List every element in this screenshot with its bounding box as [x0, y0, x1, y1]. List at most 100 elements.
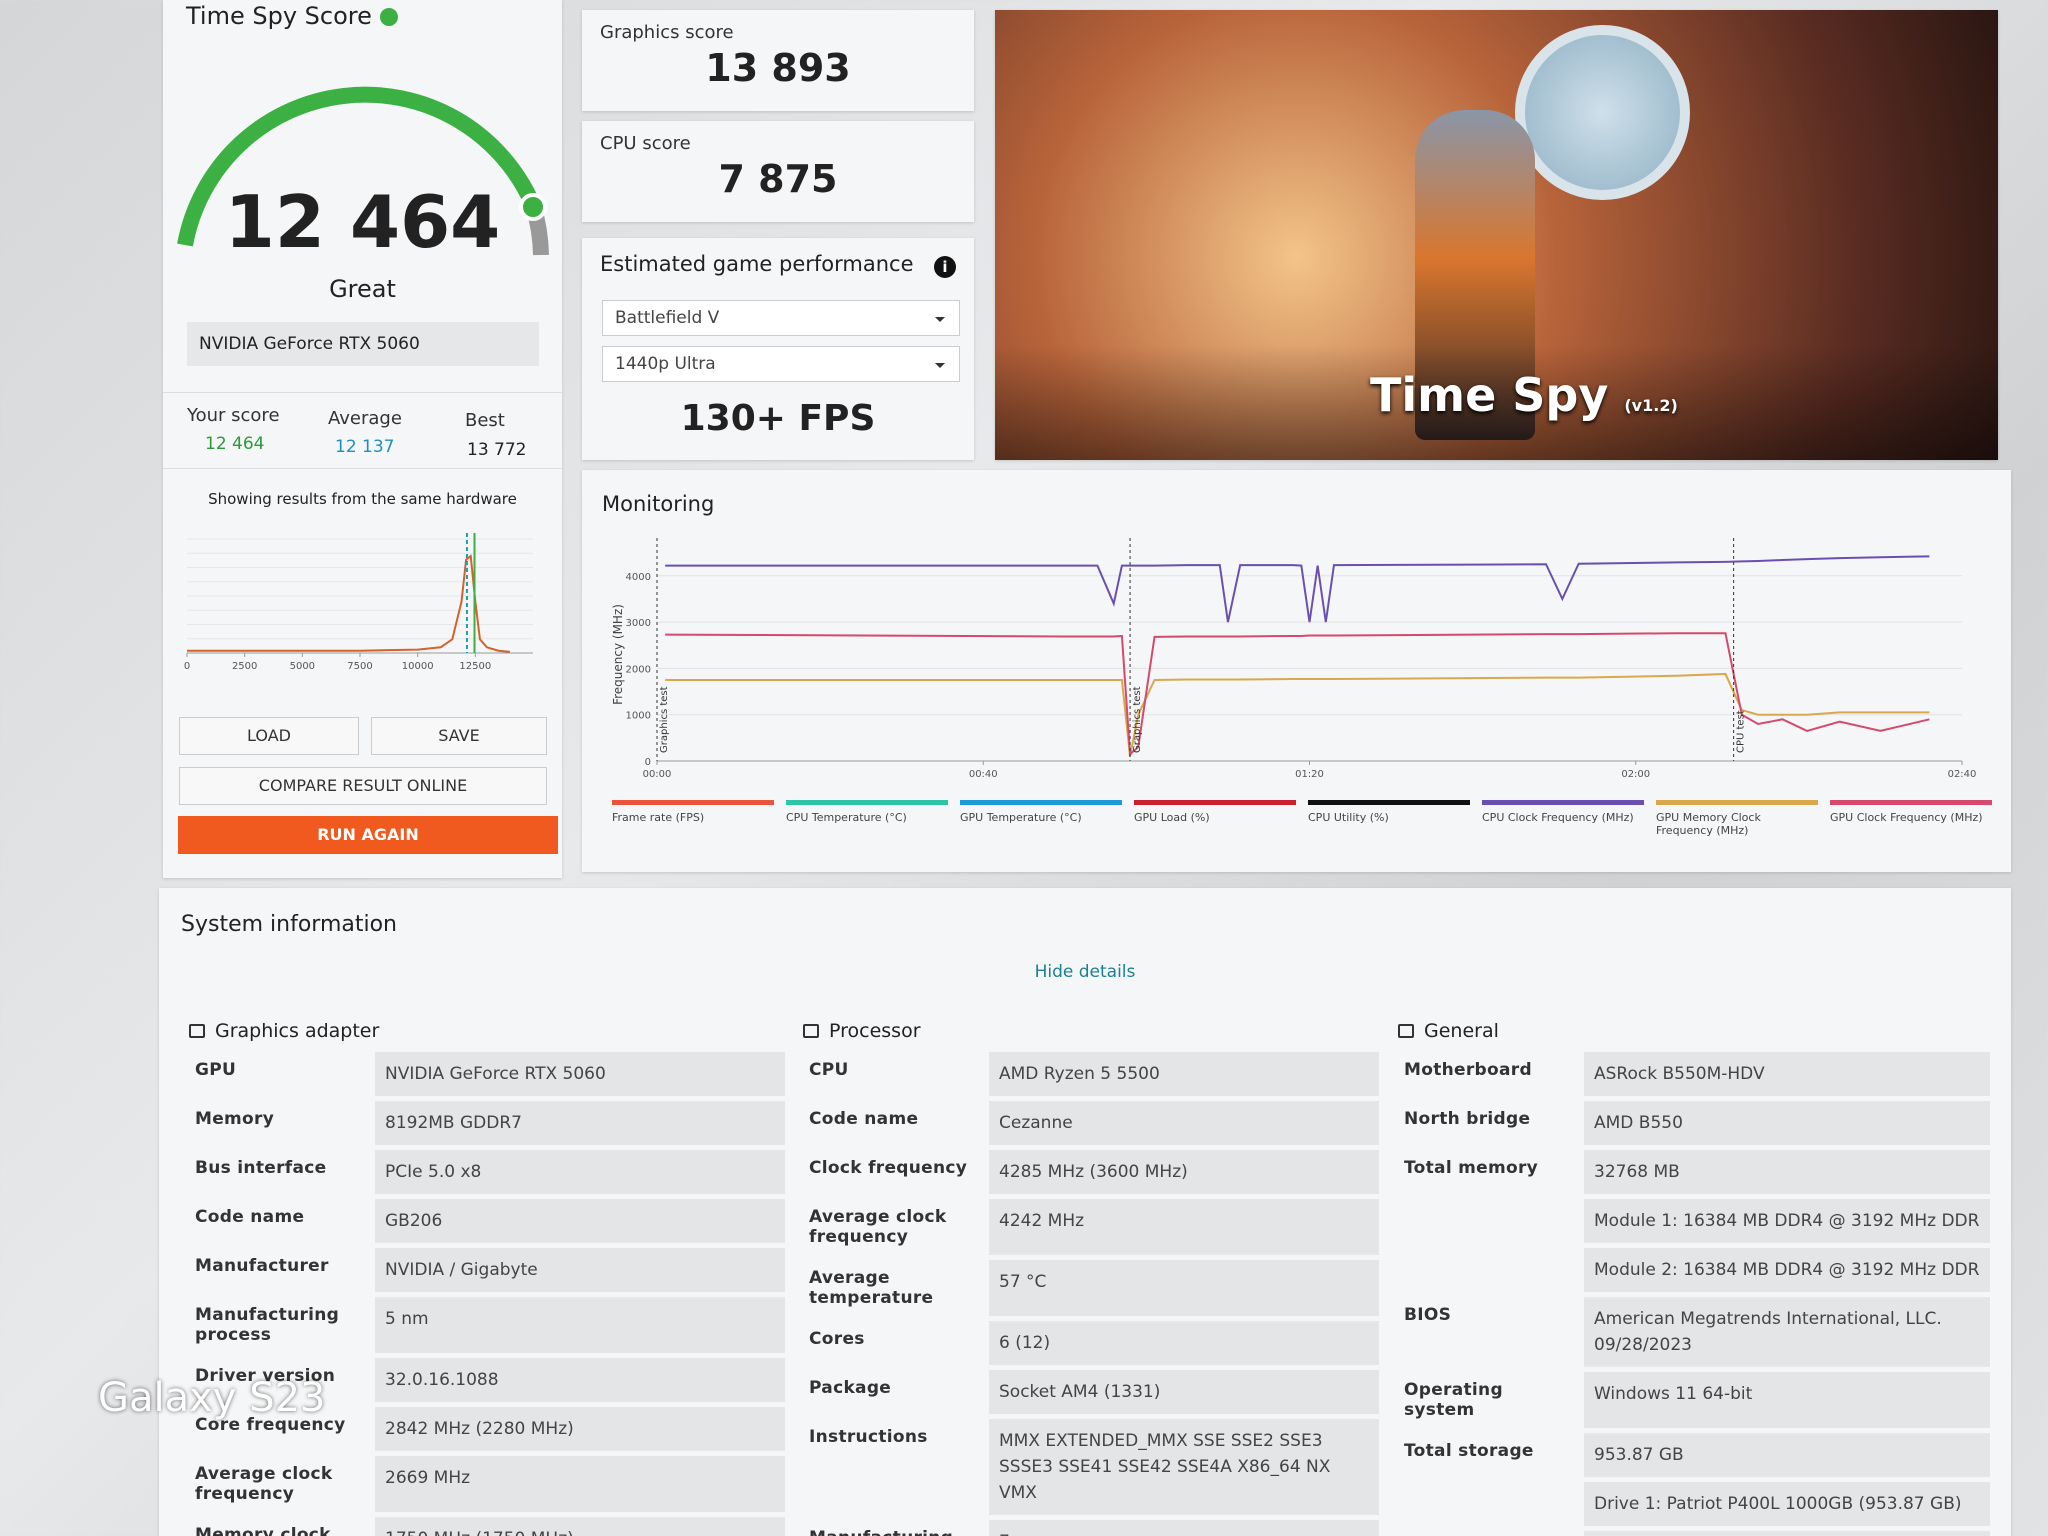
x-tick-label: 00:40 [969, 769, 998, 780]
column: Graphics adapter GPU NVIDIA GeForce RTX 50… [185, 1020, 785, 1536]
row-label: Average clock frequency [195, 1464, 333, 1504]
load-button[interactable]: LOAD [179, 717, 359, 755]
best: 13 772 [467, 440, 527, 460]
legend-item[interactable]: CPU Utility (%) [1308, 800, 1470, 837]
row-value: PCIe 5.0 x8 [375, 1150, 785, 1194]
best-label: Best [465, 410, 505, 431]
row-label: Core frequency [195, 1415, 346, 1435]
test-label: Graphics test [659, 686, 670, 753]
score-title: Time Spy Score [186, 2, 398, 30]
row-label: Operating system [1404, 1380, 1503, 1420]
legend-item[interactable]: CPU Clock Frequency (MHz) [1482, 800, 1644, 837]
legend-item[interactable]: GPU Load (%) [1134, 800, 1296, 837]
game-select[interactable]: Battlefield V [602, 300, 960, 336]
row-value: 953.87 GB [1584, 1433, 1990, 1477]
row-label: Total storage [1404, 1441, 1534, 1461]
legend-swatch [1656, 800, 1818, 805]
legend-item[interactable]: CPU Temperature (°C) [786, 800, 948, 837]
section-icon [189, 1024, 205, 1038]
info-row: Package Socket AM4 (1331) [799, 1370, 1379, 1414]
row-value: 4242 MHz [989, 1199, 1379, 1255]
compare-button[interactable]: COMPARE RESULT ONLINE [179, 767, 547, 805]
row-label: Average temperature [809, 1268, 934, 1308]
legend-item[interactable]: GPU Temperature (°C) [960, 800, 1122, 837]
rating: Great [329, 275, 396, 303]
cpu-score-card: CPU score 7 875 [582, 121, 974, 222]
info-row: Module 2: 16384 MB DDR4 @ 3192 MHz DDR [1394, 1248, 1990, 1292]
row-value: 7 nm [989, 1520, 1379, 1536]
score: 12 464 [224, 180, 501, 264]
check-icon [379, 8, 398, 26]
value: 7 875 [718, 157, 838, 201]
save-button[interactable]: SAVE [371, 717, 547, 755]
info-row: Bus interface PCIe 5.0 x8 [185, 1150, 785, 1194]
legend-label: GPU Load (%) [1134, 811, 1210, 824]
average-label: Average [328, 408, 402, 429]
x-tick-label: 0 [184, 661, 190, 672]
gauge-arc [177, 86, 541, 247]
banner-shade [995, 345, 1998, 460]
x-tick-label: 00:00 [643, 769, 672, 780]
legend-item[interactable]: Frame rate (FPS) [612, 800, 774, 837]
row-label: Code name [195, 1207, 305, 1227]
row-value: NVIDIA GeForce RTX 5060 [375, 1052, 785, 1096]
hide-details[interactable]: Hide details [1034, 962, 1136, 982]
legend-swatch [1134, 800, 1296, 805]
legend-label: GPU Memory Clock Frequency (MHz) [1656, 811, 1761, 837]
info-row: Core frequency 2842 MHz (2280 MHz) [185, 1407, 785, 1451]
row-label: Code name [809, 1109, 919, 1129]
legend-label: CPU Clock Frequency (MHz) [1482, 811, 1634, 824]
game-performance-card: Estimated game performance i Battlefield… [582, 238, 974, 460]
row-value: Module 2: 16384 MB DDR4 @ 3192 MHz DDR [1584, 1248, 1990, 1292]
test-label: CPU test [1736, 710, 1747, 753]
legend-label: CPU Utility (%) [1308, 811, 1389, 824]
x-tick-label: 02:40 [1948, 769, 1977, 780]
info-row: Module 1: 16384 MB DDR4 @ 3192 MHz DDR [1394, 1199, 1990, 1243]
x-tick-label: 10000 [402, 661, 434, 672]
title: Monitoring [602, 492, 715, 516]
distribution-chart: 0 2500 5000 7500 10000 12500 [184, 533, 533, 672]
x-tick-label: 01:20 [1295, 769, 1324, 780]
row-label: Clock frequency [809, 1158, 968, 1178]
row-value: ASRock B550M-HDV [1584, 1052, 1990, 1096]
info-row: Manufacturer NVIDIA / Gigabyte [185, 1248, 785, 1292]
info-row: Manufacturing process 5 nm [185, 1297, 785, 1353]
row-value: Module 1: 16384 MB DDR4 @ 3192 MHz DDR [1584, 1199, 1990, 1243]
divider [163, 468, 562, 469]
legend-swatch [960, 800, 1122, 805]
row-value: 32.0.16.1088 [375, 1358, 785, 1402]
info-row: Code name Cezanne [799, 1101, 1379, 1145]
y-tick-label: 0 [645, 757, 651, 768]
gpu-name: NVIDIA GeForce RTX 5060 [187, 322, 539, 366]
row-value: 5 nm [375, 1297, 785, 1353]
run-button[interactable]: RUN AGAIN [178, 816, 558, 854]
legend-item[interactable]: GPU Memory Clock Frequency (MHz) [1656, 800, 1818, 837]
value: 13 893 [705, 46, 851, 90]
legend-label: GPU Clock Frequency (MHz) [1830, 811, 1983, 824]
row-value: 6 (12) [989, 1321, 1379, 1365]
banner-title: Time Spy (v1.2) [1370, 368, 1678, 422]
y-tick-label: 2000 [626, 664, 651, 675]
row-label [1394, 1482, 1584, 1526]
legend-item[interactable]: GPU Clock Frequency (MHz) [1830, 800, 1992, 837]
legend-label: GPU Temperature (°C) [960, 811, 1082, 824]
row-value: 2026-08-18 19:55 -04:00 [1584, 1531, 1990, 1536]
banner: Time Spy (v1.2) [995, 10, 1998, 460]
info-row: Total memory 32768 MB [1394, 1150, 1990, 1194]
section-icon [1398, 1024, 1414, 1038]
row-value: Drive 1: Patriot P400L 1000GB (953.87 GB… [1584, 1482, 1990, 1526]
info-row: Time2026-08-18 19:55 -04:00 [1394, 1531, 1990, 1536]
legend-swatch [1308, 800, 1470, 805]
preset-select[interactable]: 1440p Ultra [602, 346, 960, 382]
gauge [177, 86, 549, 256]
info-icon[interactable]: i [934, 256, 956, 278]
row-label: Driver version [195, 1366, 336, 1386]
y-axis-label: Frequency (MHz) [611, 604, 625, 705]
info-row: Memory 8192MB GDDR7 [185, 1101, 785, 1145]
title: System information [181, 912, 398, 937]
gauge-knob [519, 193, 547, 221]
your-score: 12 464 [205, 434, 265, 454]
legend-label: Frame rate (FPS) [612, 811, 705, 824]
row-label [1394, 1199, 1584, 1243]
